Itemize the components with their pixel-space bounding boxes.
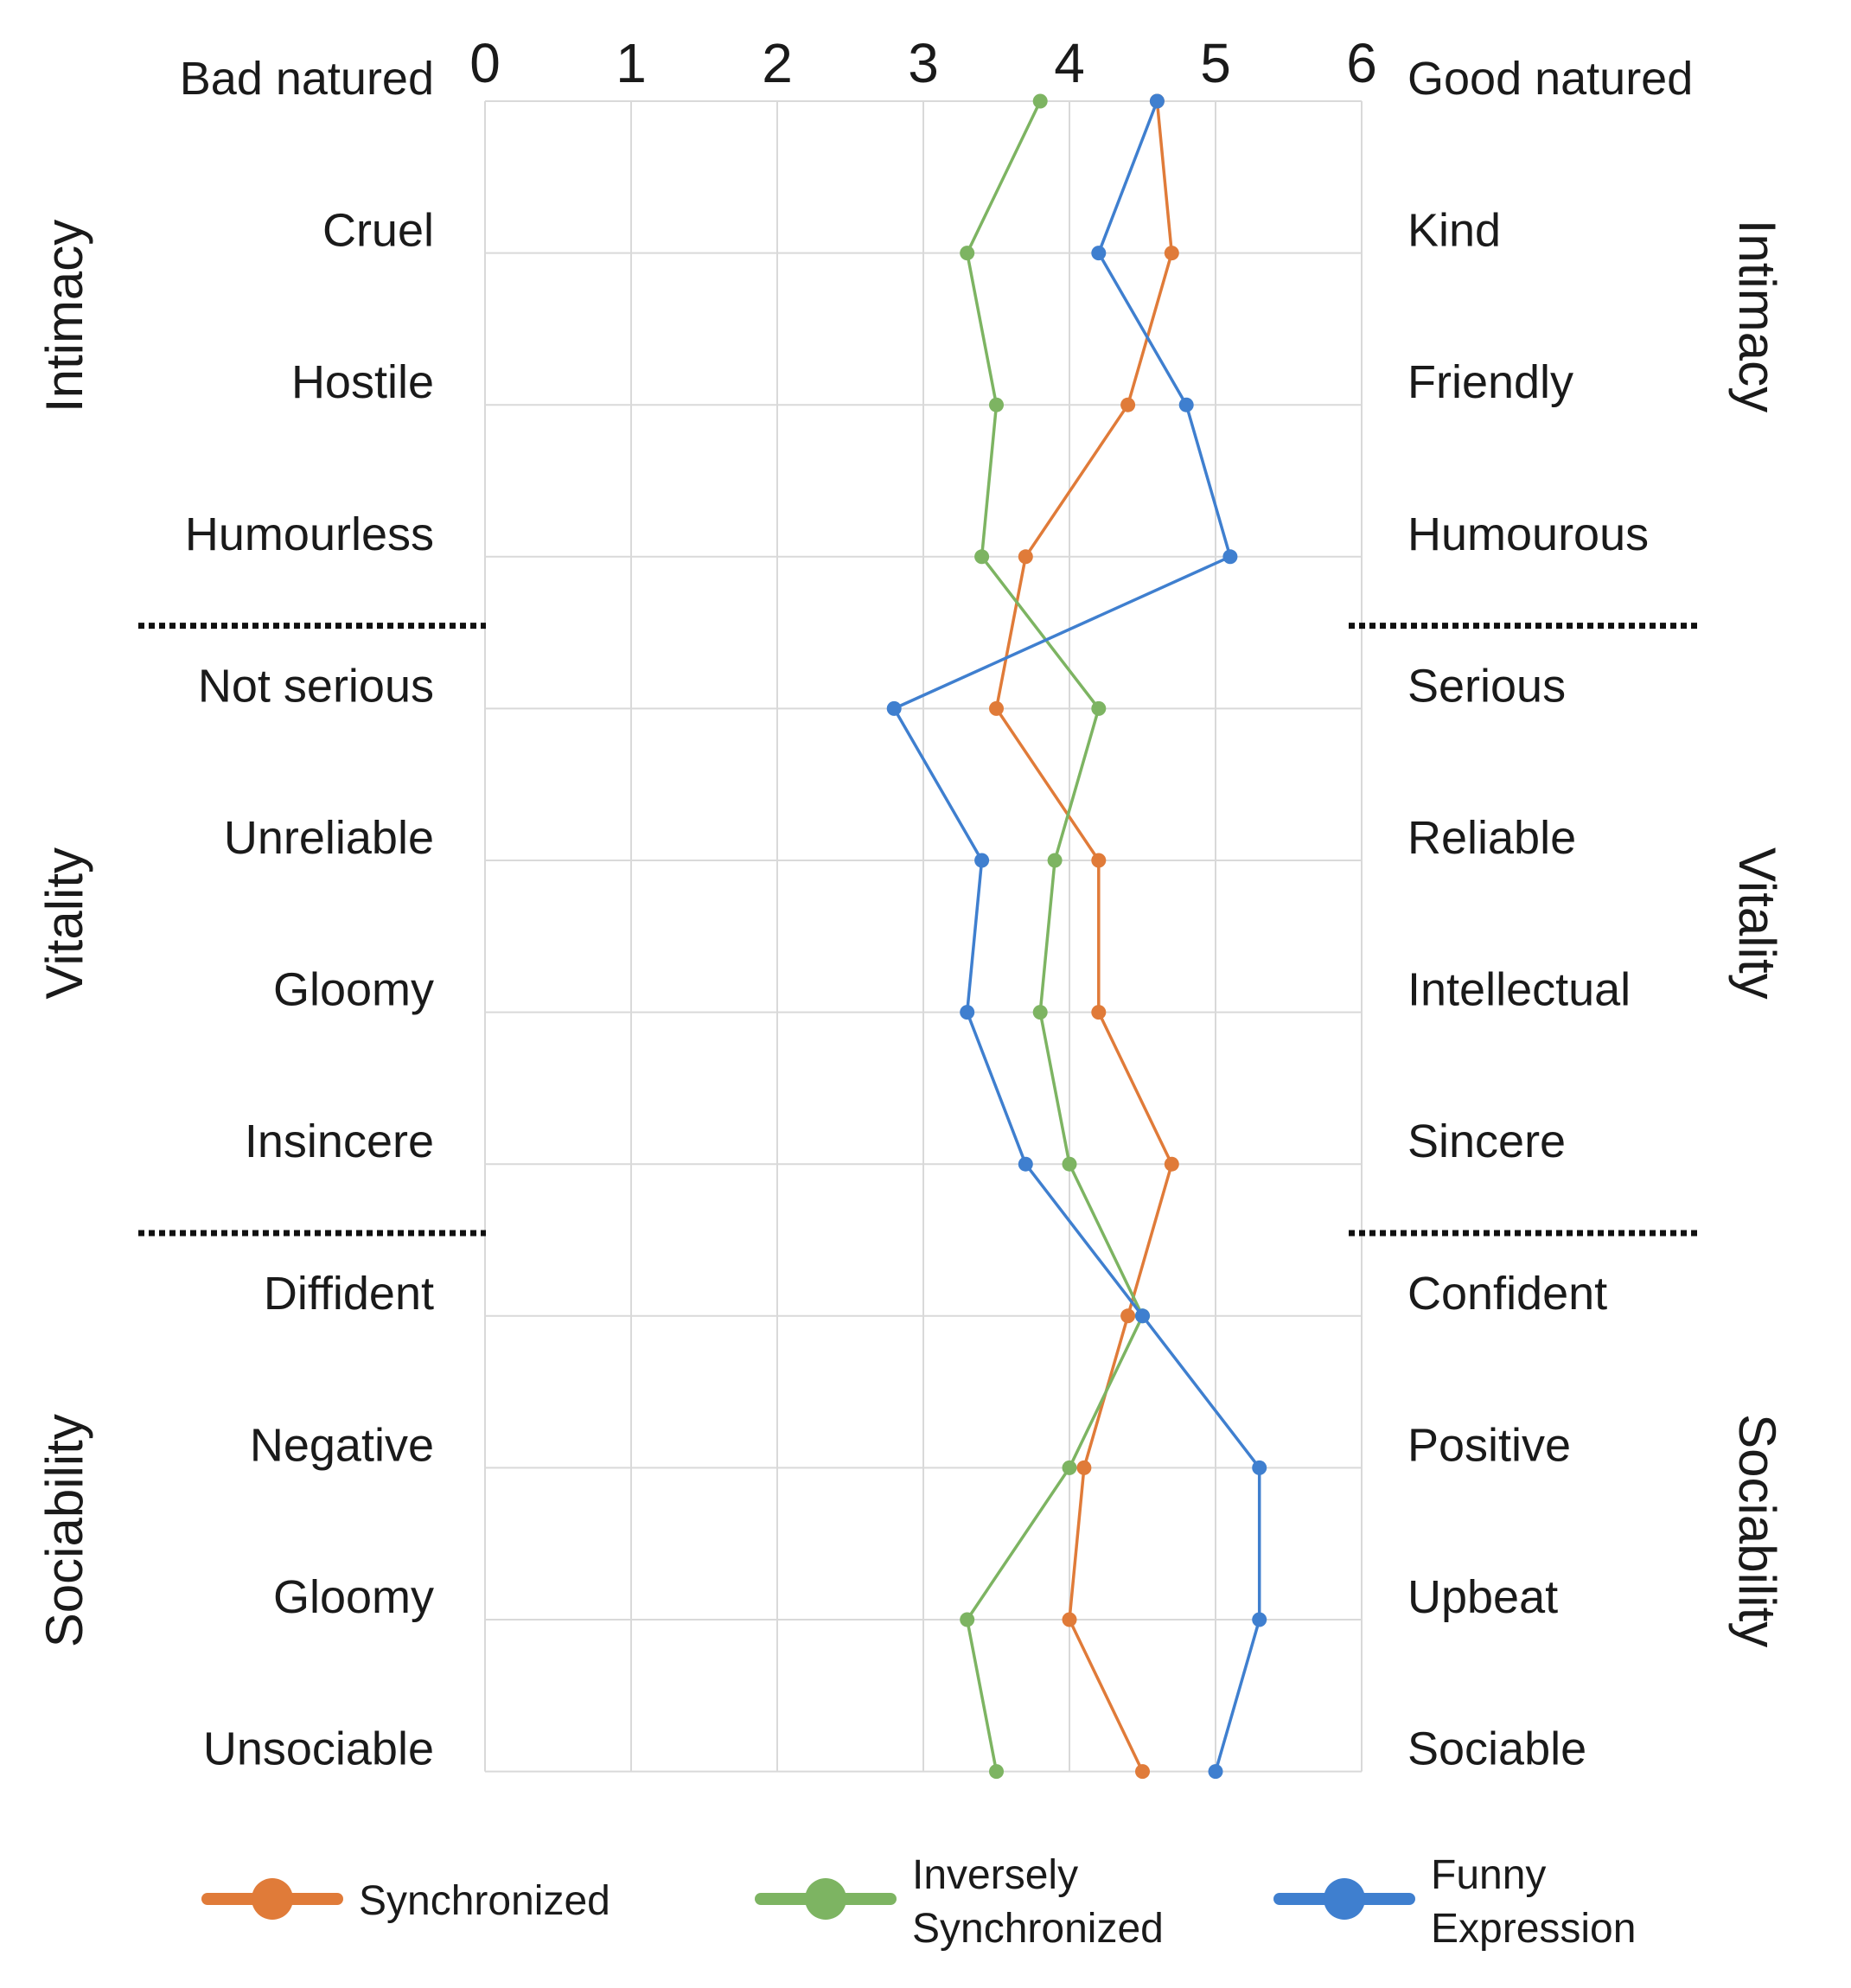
data-point xyxy=(960,1005,975,1020)
left-pole-label: Diffident xyxy=(264,1268,434,1320)
right-pole-label: Sincere xyxy=(1407,1115,1566,1167)
data-point xyxy=(960,246,975,261)
data-point xyxy=(1032,93,1048,109)
left-pole-label: Gloomy xyxy=(273,1571,434,1623)
data-point xyxy=(1062,1460,1077,1475)
data-point xyxy=(1091,700,1107,716)
right-pole-label: Confident xyxy=(1407,1268,1607,1320)
right-pole-label: Reliable xyxy=(1407,812,1576,864)
legend-label: Funny xyxy=(1431,1852,1546,1898)
data-point xyxy=(989,700,1004,716)
data-point xyxy=(989,1764,1004,1780)
data-point xyxy=(1062,1612,1077,1627)
right-pole-label: Serious xyxy=(1407,660,1566,712)
data-point xyxy=(1018,1156,1033,1172)
group-labels-right: Intimacy Vitality Sociability xyxy=(1728,220,1786,1648)
group-label-right: Intimacy xyxy=(1728,220,1786,412)
right-pole-label: Upbeat xyxy=(1407,1571,1558,1623)
series-line xyxy=(892,100,1261,1773)
data-point xyxy=(1018,549,1033,565)
data-point xyxy=(1047,853,1063,868)
x-tick-label: 6 xyxy=(1346,32,1377,94)
data-point xyxy=(1135,1764,1150,1780)
data-point xyxy=(1091,246,1107,261)
legend-swatch-marker xyxy=(252,1878,293,1920)
legend-swatch-marker xyxy=(1324,1878,1365,1920)
data-point xyxy=(1076,1460,1092,1475)
x-tick-label: 5 xyxy=(1200,32,1231,94)
data-point xyxy=(1135,1308,1150,1324)
group-label-left: Vitality xyxy=(35,847,93,1000)
x-tick-label: 4 xyxy=(1054,32,1085,94)
legend-label: Expression xyxy=(1431,1906,1636,1952)
left-pole-labels: Bad natured Cruel Hostile Humourless Not ser… xyxy=(180,53,434,1775)
x-tick-label: 1 xyxy=(616,32,647,94)
series-lines xyxy=(886,93,1267,1780)
group-label-right: Sociability xyxy=(1728,1414,1786,1647)
group-separators xyxy=(138,623,1699,1237)
x-tick-label: 0 xyxy=(469,32,501,94)
data-point xyxy=(1222,549,1238,565)
left-pole-label: Gloomy xyxy=(273,964,434,1016)
data-point xyxy=(1120,1308,1136,1324)
data-point xyxy=(1164,246,1179,261)
data-point xyxy=(960,1612,975,1627)
data-point xyxy=(1208,1764,1223,1780)
data-point xyxy=(1120,397,1136,412)
data-point xyxy=(1178,397,1194,412)
data-point xyxy=(974,853,990,868)
left-pole-label: Bad natured xyxy=(180,53,434,105)
data-point xyxy=(1149,93,1165,109)
legend-label: Synchronized xyxy=(359,1878,610,1924)
data-point xyxy=(886,700,902,716)
data-point xyxy=(1091,853,1107,868)
left-pole-label: Insincere xyxy=(245,1115,434,1167)
left-pole-label: Negative xyxy=(250,1419,434,1471)
x-tick-label: 3 xyxy=(908,32,939,94)
right-pole-label: Good natured xyxy=(1407,53,1693,105)
left-pole-label: Unreliable xyxy=(224,812,434,864)
series-line xyxy=(994,100,1174,1773)
data-point xyxy=(1091,1005,1107,1020)
data-point xyxy=(1032,1005,1048,1020)
right-pole-label: Humourous xyxy=(1407,508,1649,560)
right-pole-label: Sociable xyxy=(1407,1723,1586,1775)
left-pole-label: Humourless xyxy=(185,508,434,560)
group-label-left: Intimacy xyxy=(35,220,93,412)
group-label-right: Vitality xyxy=(1728,847,1786,1000)
right-pole-label: Intellectual xyxy=(1407,964,1631,1016)
x-axis-ticks: 0 1 2 3 4 5 6 xyxy=(469,32,1377,94)
legend-swatch-marker xyxy=(805,1878,846,1920)
legend: Synchronized Inversely Synchronized Funny Ex… xyxy=(201,1852,1636,1952)
left-pole-label: Not serious xyxy=(198,660,434,712)
legend-label: Synchronized xyxy=(912,1906,1164,1952)
right-pole-label: Kind xyxy=(1407,205,1501,257)
right-pole-label: Positive xyxy=(1407,1419,1571,1471)
left-pole-label: Hostile xyxy=(291,356,434,408)
data-point xyxy=(1062,1156,1077,1172)
data-point xyxy=(974,549,990,565)
right-pole-label: Friendly xyxy=(1407,356,1573,408)
data-point xyxy=(989,397,1004,412)
x-tick-label: 2 xyxy=(762,32,793,94)
right-pole-labels: Good natured Kind Friendly Humourous Serious… xyxy=(1407,53,1693,1775)
data-point xyxy=(1252,1612,1267,1627)
grid xyxy=(484,100,1363,1773)
left-pole-label: Unsociable xyxy=(203,1723,434,1775)
group-labels-left: Intimacy Vitality Sociability xyxy=(35,220,93,1648)
data-point xyxy=(1164,1156,1179,1172)
data-point xyxy=(1252,1460,1267,1475)
legend-label: Inversely xyxy=(912,1852,1078,1898)
series-line xyxy=(965,100,1145,1772)
group-label-left: Sociability xyxy=(35,1414,93,1647)
left-pole-label: Cruel xyxy=(322,205,434,257)
